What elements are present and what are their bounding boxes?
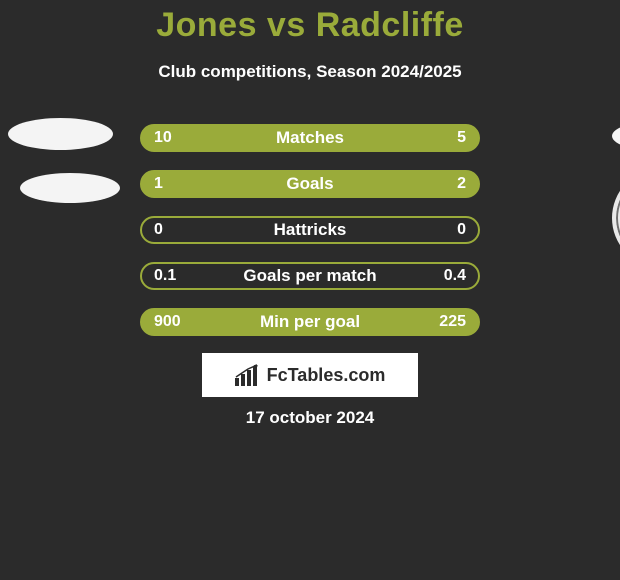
comparison-subtitle: Club competitions, Season 2024/2025 — [0, 62, 620, 82]
stat-row: 10 Matches 5 — [140, 124, 480, 152]
placeholder-shape — [612, 120, 620, 152]
stat-left-value: 0.1 — [142, 264, 188, 288]
bars-icon — [235, 364, 261, 386]
stat-left-value: 1 — [142, 172, 175, 196]
brand-badge[interactable]: FcTables.com — [202, 353, 418, 397]
stat-left-value: 10 — [142, 126, 184, 150]
stat-label: Matches — [276, 128, 344, 148]
stat-right-value: 5 — [445, 126, 478, 150]
placeholder-shape — [8, 118, 113, 150]
brand-text: FcTables.com — [267, 365, 386, 386]
stat-left-value: 900 — [142, 310, 193, 334]
stat-label: Goals per match — [243, 266, 376, 286]
generated-date: 17 october 2024 — [0, 408, 620, 428]
stat-right-value: 2 — [445, 172, 478, 196]
stat-row: 0 Hattricks 0 — [140, 216, 480, 244]
club-crest: GATESHEAD FOOTBALL CLUB — [612, 168, 620, 268]
crest-text-bottom: FOOTBALL CLUB — [616, 252, 620, 262]
stat-label: Hattricks — [274, 220, 347, 240]
placeholder-shape — [20, 173, 120, 203]
stat-right-value: 225 — [427, 310, 478, 334]
stat-row: 900 Min per goal 225 — [140, 308, 480, 336]
stat-left-value: 0 — [142, 218, 175, 242]
crest-text-top: GATESHEAD — [616, 174, 620, 184]
stat-row: 0.1 Goals per match 0.4 — [140, 262, 480, 290]
stat-right-value: 0.4 — [432, 264, 478, 288]
stat-row: 1 Goals 2 — [140, 170, 480, 198]
comparison-title: Jones vs Radcliffe — [0, 6, 620, 45]
stat-right-value: 0 — [445, 218, 478, 242]
stat-label: Min per goal — [260, 312, 360, 332]
stat-label: Goals — [286, 174, 333, 194]
